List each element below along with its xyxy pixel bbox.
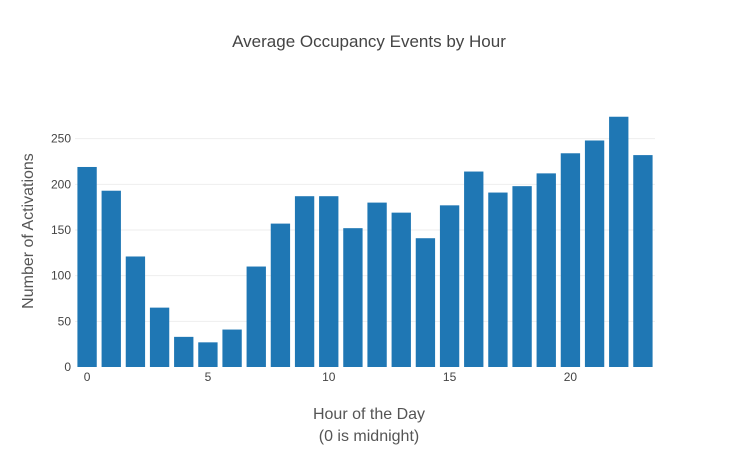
bar-hour-11: [343, 228, 363, 367]
bar-hour-3: [149, 307, 170, 367]
bar-hour-20: [560, 153, 581, 367]
x-axis-ticks: 0 5 10 15 20: [84, 370, 578, 384]
bar-hour-9: [294, 196, 315, 367]
x-tick-label: 5: [205, 370, 212, 384]
bar-hour-15: [439, 205, 460, 367]
bar-hour-16: [464, 171, 484, 367]
bar-hour-2: [125, 256, 146, 367]
bar-hour-23: [633, 155, 653, 367]
bar-hour-8: [270, 223, 291, 367]
x-axis-title-line1: Hour of the Day: [313, 406, 425, 423]
bar-hour-0: [77, 166, 97, 367]
bar-hour-5: [198, 342, 218, 367]
x-tick-label: 0: [84, 370, 91, 384]
bars: [77, 116, 653, 367]
y-axis-ticks: 0 50 100 150 200 250: [51, 132, 71, 374]
bar-hour-10: [319, 196, 339, 367]
x-tick-label: 10: [322, 370, 336, 384]
x-tick-label: 15: [443, 370, 457, 384]
y-tick-label: 0: [64, 360, 71, 374]
x-tick-label: 20: [564, 370, 578, 384]
y-tick-label: 200: [51, 177, 71, 191]
y-tick-label: 250: [51, 132, 71, 146]
y-tick-label: 100: [51, 269, 71, 283]
x-axis-title-line2: (0 is midnight): [319, 428, 419, 445]
y-axis-title: Number of Activations: [20, 153, 37, 309]
gridlines: [75, 138, 655, 322]
bar-hour-13: [391, 212, 411, 367]
bar-hour-1: [101, 190, 121, 367]
bar-hour-19: [536, 173, 556, 367]
bar-hour-18: [512, 186, 532, 367]
y-tick-label: 150: [51, 223, 71, 237]
y-tick-label: 50: [58, 314, 72, 328]
bar-hour-21: [584, 140, 605, 367]
bar-hour-4: [174, 336, 194, 367]
bar-hour-7: [246, 266, 266, 367]
bar-hour-22: [609, 116, 629, 367]
bar-hour-12: [367, 202, 387, 367]
bar-hour-17: [488, 192, 508, 367]
bar-hour-14: [415, 238, 436, 367]
chart-title: Average Occupancy Events by Hour: [232, 32, 506, 51]
bar-hour-6: [222, 329, 242, 367]
